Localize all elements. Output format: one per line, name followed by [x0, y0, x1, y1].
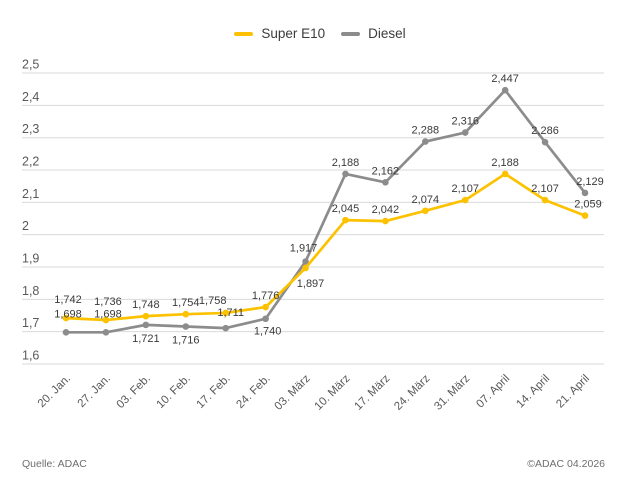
x-tick-label: 20. Jan. — [36, 373, 73, 410]
x-tick-label: 27. Jan. — [76, 373, 113, 410]
value-label-diesel: 1,917 — [290, 243, 318, 255]
x-tick-label: 21. April — [554, 373, 592, 411]
copyright-note: ©ADAC 04.2026 — [527, 458, 605, 470]
data-point-super-e10 — [222, 309, 229, 317]
value-label-super-e10: 1,742 — [54, 294, 82, 306]
value-label-diesel: 1,716 — [172, 334, 200, 346]
y-tick-label: 1,8 — [22, 284, 39, 298]
data-point-diesel — [461, 129, 469, 136]
source-note: Quelle: ADAC — [22, 458, 87, 470]
y-tick-label: 1,7 — [22, 316, 39, 330]
data-point-super-e10 — [262, 303, 269, 311]
value-label-super-e10: 2,107 — [531, 183, 559, 195]
value-label-diesel: 1,698 — [54, 308, 82, 320]
x-tick-label: 14. April — [514, 373, 552, 411]
data-point-diesel — [62, 329, 70, 336]
value-label-diesel: 2,447 — [491, 73, 519, 85]
y-tick-label: 2,3 — [22, 122, 39, 136]
y-tick-label: 2 — [22, 219, 29, 233]
x-tick-label: 10. Feb. — [155, 373, 193, 411]
value-label-super-e10: 1,736 — [94, 296, 122, 308]
data-point-diesel — [581, 189, 589, 197]
x-tick-label: 24. März — [392, 372, 432, 412]
data-point-super-e10 — [422, 207, 429, 215]
data-point-super-e10 — [501, 170, 509, 178]
value-label-super-e10: 2,188 — [491, 157, 519, 169]
y-tick-label: 2,2 — [22, 155, 39, 169]
data-point-diesel — [342, 170, 349, 178]
value-label-super-e10: 2,059 — [574, 199, 602, 211]
legend-item-diesel: Diesel — [341, 26, 406, 41]
series-line-diesel — [64, 88, 587, 334]
data-point-diesel — [102, 329, 110, 336]
value-label-super-e10: 1,754 — [172, 297, 200, 309]
chart-legend: Super E10 Diesel — [0, 26, 640, 41]
value-label-diesel: 1,711 — [217, 307, 244, 319]
diesel-line-swatch-icon — [341, 31, 361, 36]
data-point-super-e10 — [342, 216, 349, 224]
x-tick-label: 31. März — [432, 372, 472, 412]
value-label-super-e10: 1,897 — [297, 278, 325, 290]
data-point-super-e10 — [461, 196, 469, 204]
data-point-super-e10 — [142, 312, 150, 320]
data-point-super-e10 — [302, 264, 309, 272]
legend-item-super-e10: Super E10 — [234, 26, 325, 41]
data-point-super-e10 — [102, 316, 110, 324]
data-point-super-e10 — [382, 217, 389, 225]
data-point-super-e10 — [541, 196, 549, 204]
data-point-super-e10 — [581, 212, 589, 219]
value-label-diesel: 2,316 — [451, 116, 479, 128]
x-tick-label: 10. März — [312, 372, 352, 412]
data-point-diesel — [422, 138, 429, 145]
legend-label-diesel: Diesel — [368, 26, 406, 41]
y-tick-label: 2,5 — [22, 58, 39, 72]
value-label-super-e10: 2,045 — [332, 203, 360, 215]
x-tick-label: 07. April — [474, 373, 512, 411]
y-tick-label: 2,1 — [22, 187, 39, 201]
data-point-super-e10 — [62, 314, 70, 322]
value-label-diesel: 1,721 — [132, 333, 160, 345]
data-point-diesel — [262, 315, 269, 323]
x-tick-label: 03. März — [273, 372, 313, 412]
value-label-super-e10: 1,776 — [252, 290, 280, 302]
value-label-super-e10: 2,074 — [412, 194, 440, 206]
value-label-super-e10: 1,758 — [199, 295, 227, 307]
super-e10-line-swatch-icon — [234, 31, 254, 36]
value-label-diesel: 1,740 — [254, 326, 282, 338]
value-label-super-e10: 2,042 — [372, 204, 400, 216]
y-tick-label: 1,6 — [22, 349, 39, 363]
value-label-diesel: 1,698 — [94, 308, 122, 320]
data-point-diesel — [302, 258, 309, 265]
data-point-diesel — [382, 179, 389, 186]
x-tick-label: 17. Feb. — [194, 373, 232, 411]
y-tick-label: 1,9 — [22, 252, 39, 266]
x-tick-label: 24. Feb. — [234, 373, 272, 411]
value-label-super-e10: 2,107 — [451, 183, 479, 195]
value-label-diesel: 2,162 — [372, 165, 400, 177]
data-point-diesel — [182, 323, 190, 330]
data-point-diesel — [222, 324, 229, 332]
value-label-super-e10: 1,748 — [132, 299, 160, 311]
legend-label-super-e10: Super E10 — [261, 26, 326, 41]
x-tick-label: 03. Feb. — [115, 373, 153, 411]
value-label-diesel: 2,188 — [332, 157, 360, 169]
value-label-diesel: 2,286 — [531, 125, 559, 137]
y-tick-label: 2,4 — [22, 90, 39, 104]
value-label-diesel: 2,288 — [412, 125, 440, 137]
series-line-super-e10 — [64, 172, 587, 322]
value-label-diesel: 2,129 — [576, 176, 604, 188]
data-point-diesel — [142, 321, 150, 329]
data-point-diesel — [501, 86, 509, 94]
data-point-diesel — [541, 138, 549, 146]
data-point-super-e10 — [182, 310, 190, 318]
x-tick-label: 17. März — [352, 372, 392, 412]
